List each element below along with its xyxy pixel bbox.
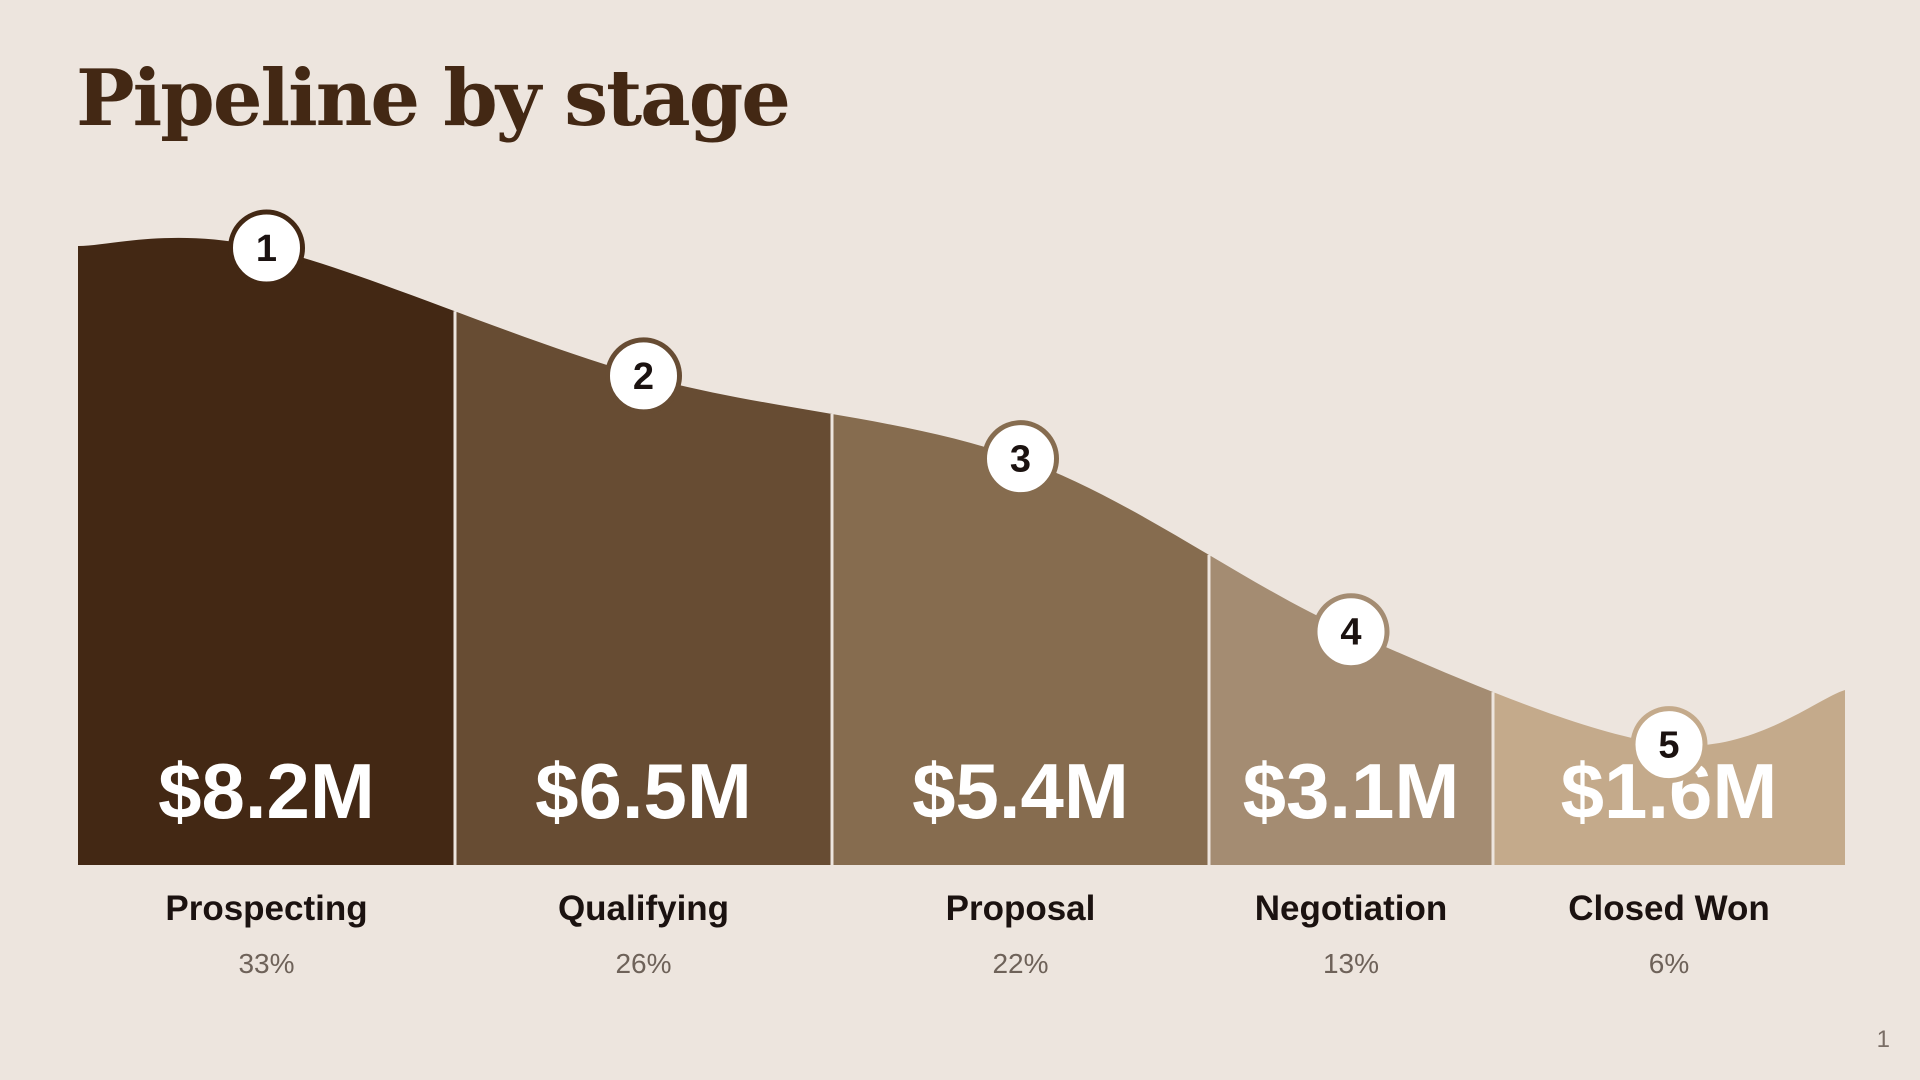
stage-marker xyxy=(982,420,1059,498)
stage-marker-number: 4 xyxy=(1340,612,1361,654)
stage-marker xyxy=(1312,593,1390,671)
stage-percent-label: 33% xyxy=(238,948,294,979)
stage-marker-number: 3 xyxy=(1010,439,1031,481)
stage-value-label: $8.2M xyxy=(158,747,375,835)
stage-marker-number: 2 xyxy=(633,356,654,398)
stage-name-label: Negotiation xyxy=(1255,889,1447,928)
stage-name-label: Prospecting xyxy=(165,889,367,928)
stage-value-label: $6.5M xyxy=(535,747,752,835)
stage-value-label: $5.4M xyxy=(912,747,1129,835)
stage-percent-label: 6% xyxy=(1649,948,1689,979)
stage-percent-label: 26% xyxy=(615,948,671,979)
stage-percent-label: 13% xyxy=(1323,948,1379,979)
stage-percent-label: 22% xyxy=(992,948,1048,979)
stage-value-label: $3.1M xyxy=(1243,747,1460,835)
stage-marker xyxy=(1630,706,1708,784)
stage-name-label: Qualifying xyxy=(558,889,729,928)
stage-name-label: Proposal xyxy=(946,889,1096,928)
stage-marker xyxy=(228,209,305,287)
stage-segment-1 xyxy=(78,237,455,865)
stage-marker xyxy=(605,337,682,415)
page-number: 1 xyxy=(1876,1026,1890,1053)
stage-marker-number: 1 xyxy=(256,228,277,270)
stage-name-label: Closed Won xyxy=(1568,889,1770,928)
page-title: Pipeline by stage xyxy=(76,53,791,144)
stage-marker-number: 5 xyxy=(1658,725,1679,767)
